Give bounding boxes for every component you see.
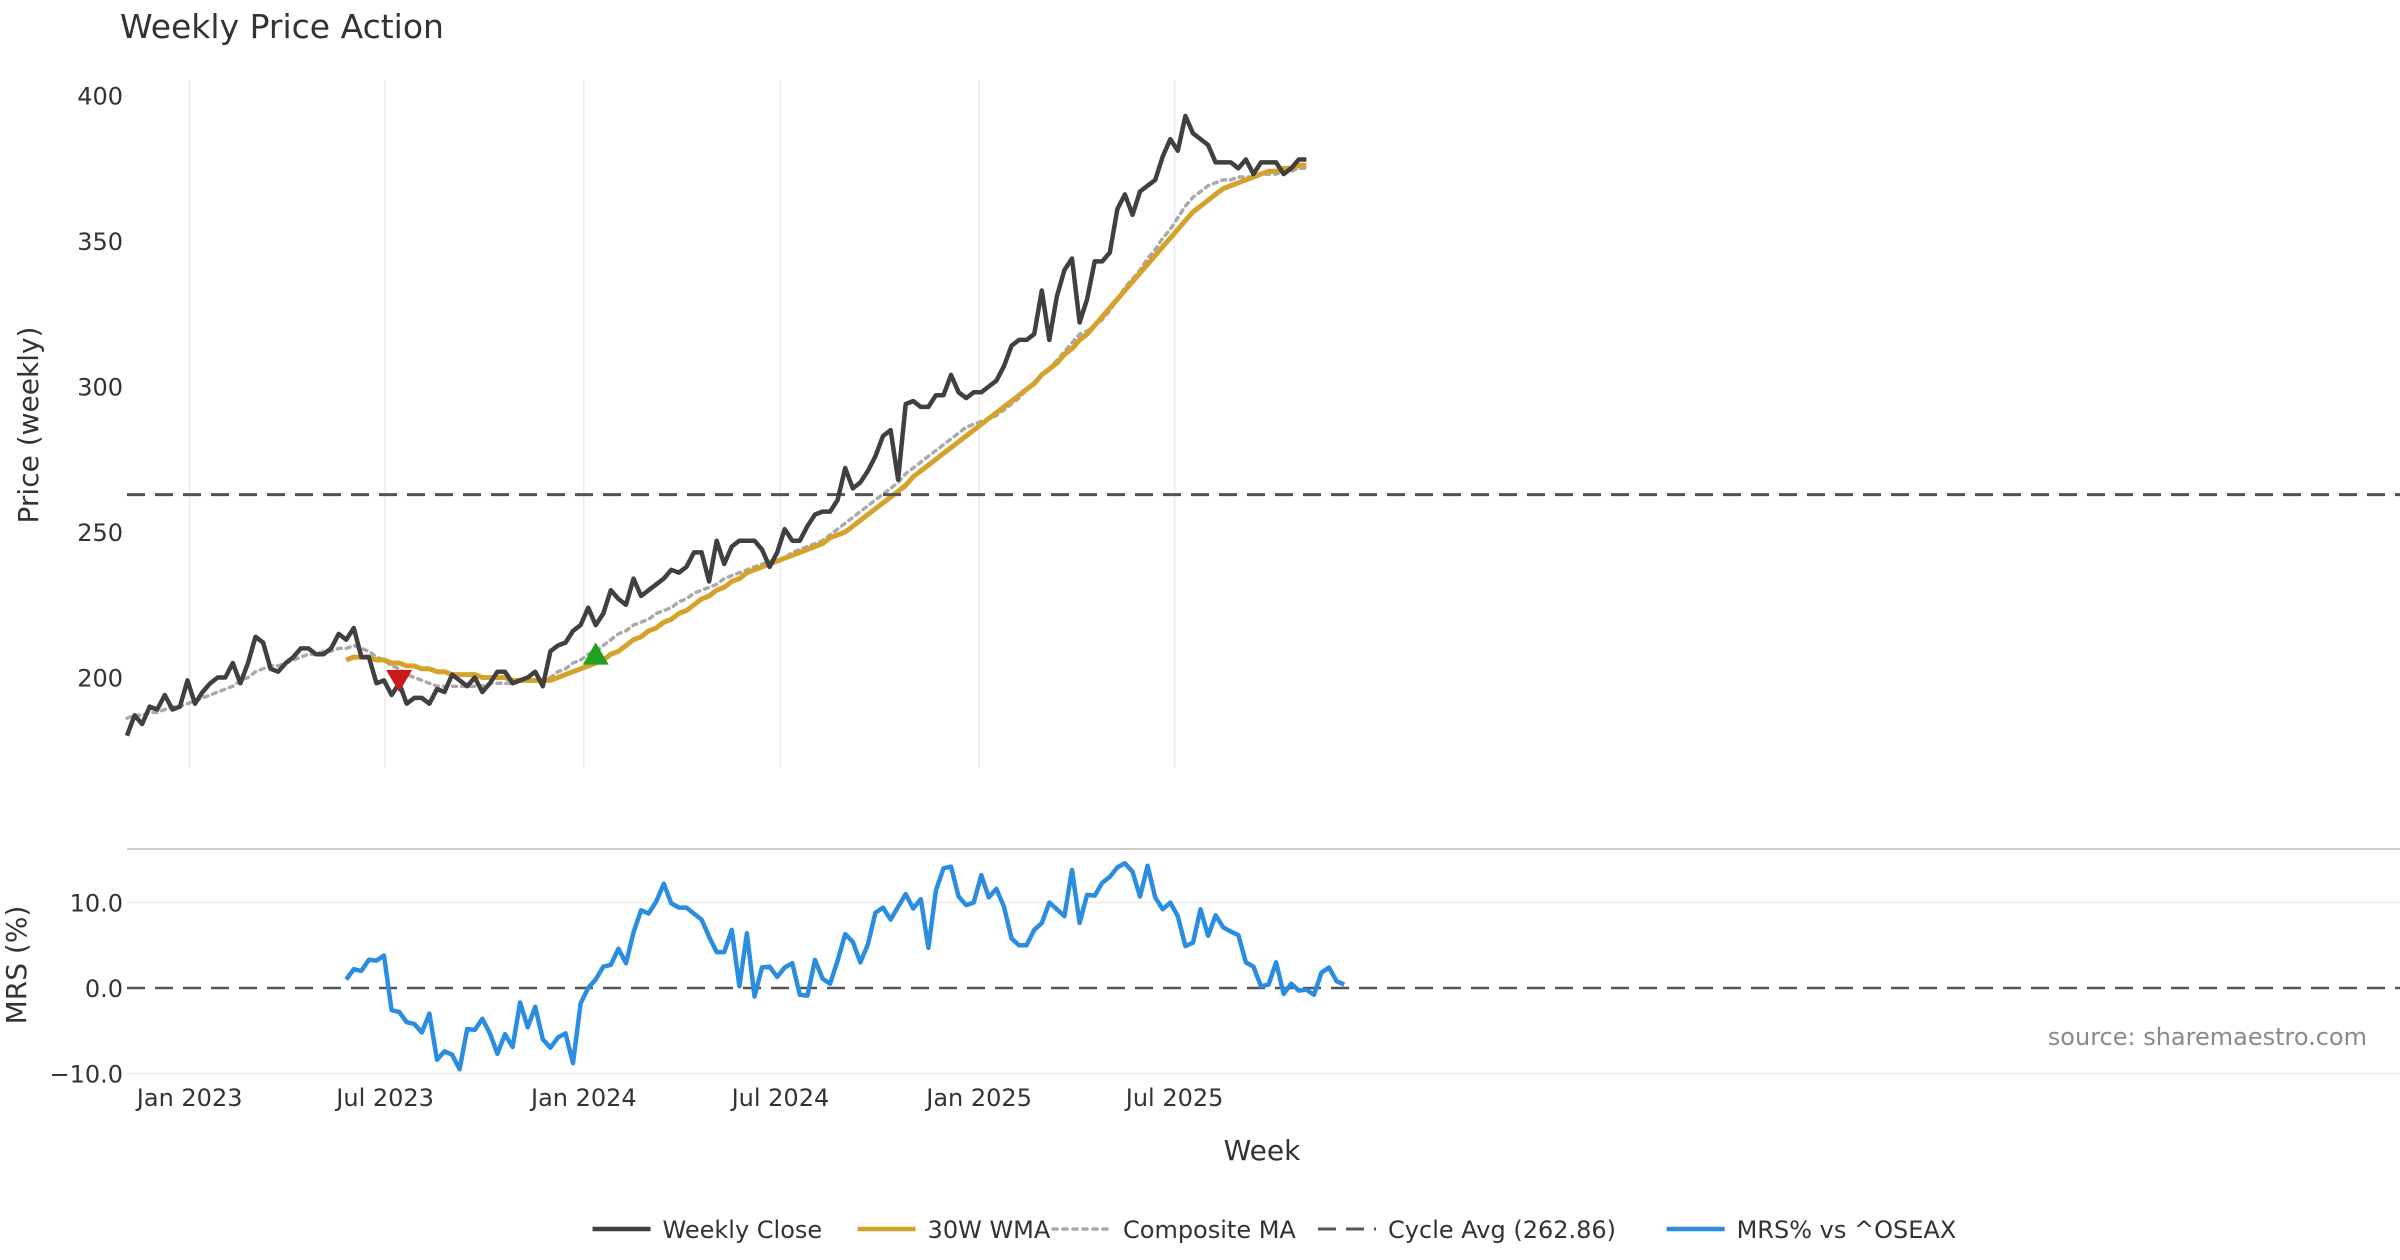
sell-signal-marker xyxy=(386,670,413,693)
mrs-panel: 10.0 0.0 −10.0 MRS (%) source: sharemaestr… xyxy=(0,860,2400,1089)
composite-ma-line xyxy=(125,166,1309,720)
wma-30w-line xyxy=(345,162,1307,683)
price-grid xyxy=(188,80,1176,768)
signal-markers xyxy=(386,642,609,693)
x-tick-label: Jul 2024 xyxy=(730,1084,830,1112)
legend-label: Weekly Close xyxy=(663,1216,823,1244)
legend-item: Composite MA xyxy=(1051,1216,1296,1244)
mrs-y-tick-label: 10.0 xyxy=(70,890,123,918)
legend-item: Weekly Close xyxy=(592,1216,823,1244)
price-y-tick-label: 200 xyxy=(77,665,123,693)
buy-signal-marker xyxy=(582,642,609,665)
mrs-series xyxy=(344,860,1346,1072)
mrs-line xyxy=(344,860,1346,1072)
mrs-y-tick-label: 0.0 xyxy=(85,975,123,1003)
source-note: source: sharemaestro.com xyxy=(2048,1023,2367,1051)
legend-label: 30W WMA xyxy=(928,1216,1051,1244)
x-tick-label: Jan 2023 xyxy=(135,1084,243,1112)
price-y-ticks: 200 250 300 350 400 xyxy=(77,83,123,693)
price-y-tick-label: 300 xyxy=(77,374,123,402)
weekly-close-line xyxy=(124,113,1307,737)
mrs-y-axis-label: MRS (%) xyxy=(0,906,33,1025)
price-series xyxy=(124,113,2400,737)
price-y-tick-label: 250 xyxy=(77,519,123,547)
legend-item: 30W WMA xyxy=(857,1216,1051,1244)
price-panel: 200 250 300 350 400 Price (weekly) xyxy=(12,80,2400,768)
price-y-axis-label: Price (weekly) xyxy=(12,327,45,524)
chart-title: Weekly Price Action xyxy=(120,7,444,46)
x-axis-label: Week xyxy=(1224,1134,1301,1167)
x-tick-label: Jul 2023 xyxy=(334,1084,434,1112)
x-tick-label: Jan 2025 xyxy=(924,1084,1032,1112)
x-tick-label: Jan 2024 xyxy=(529,1084,637,1112)
mrs-y-tick-label: −10.0 xyxy=(49,1061,123,1089)
legend-label: Cycle Avg (262.86) xyxy=(1388,1216,1616,1244)
x-axis-ticks: Jan 2023 Jul 2023 Jan 2024 Jul 2024 Jan 2025… xyxy=(135,1084,1224,1112)
legend-item: Cycle Avg (262.86) xyxy=(1318,1216,1616,1244)
legend-label: Composite MA xyxy=(1123,1216,1296,1244)
price-y-tick-label: 350 xyxy=(77,228,123,256)
price-y-tick-label: 400 xyxy=(77,83,123,111)
legend-item: MRS% vs ^OSEAX xyxy=(1666,1216,1957,1244)
legend: Weekly Close 30W WMA Composite MA Cycle Avg… xyxy=(592,1216,1957,1244)
legend-label: MRS% vs ^OSEAX xyxy=(1737,1216,1957,1244)
mrs-y-ticks: 10.0 0.0 −10.0 xyxy=(49,890,123,1089)
x-tick-label: Jul 2025 xyxy=(1124,1084,1224,1112)
